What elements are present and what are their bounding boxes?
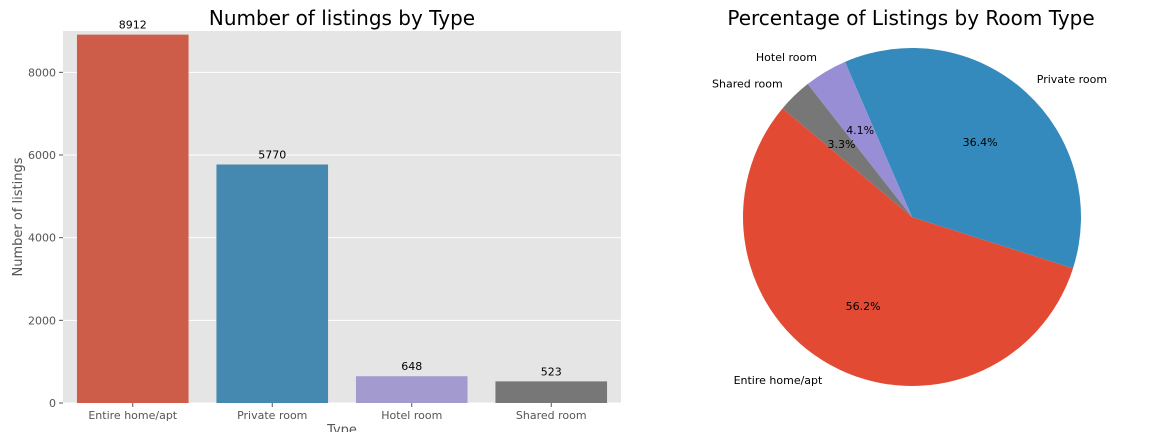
bar-value-label: 8912 (119, 19, 147, 32)
bar-y-tick-label: 0 (49, 397, 56, 410)
bar-x-tick-label: Shared room (516, 409, 587, 422)
pie-labels: Entire home/apt Private room Hotel room Sha… (712, 51, 1107, 387)
pie-category-label: Private room (1037, 73, 1107, 86)
bar-y-tick-label: 8000 (28, 66, 56, 79)
pie-chart: Percentage of Listings by Room Type Enti… (712, 6, 1107, 387)
bar-value-label: 648 (401, 360, 422, 373)
bar-x-axis-label: Type (326, 423, 357, 432)
pie-percent-label: 3.3% (828, 138, 856, 151)
pie-category-label: Hotel room (756, 51, 817, 64)
bar-value-labels: 8912 5770 648 523 (119, 19, 562, 379)
pie-percent-label: 56.2% (846, 300, 881, 313)
pie-slice (782, 84, 912, 217)
bar-y-ticks: 0 2000 4000 6000 8000 (28, 66, 63, 410)
bar (76, 34, 189, 404)
pie-slices (743, 48, 1081, 386)
bar-x-tick-label: Entire home/apt (88, 409, 177, 422)
bar-y-tick-label: 6000 (28, 149, 56, 162)
pie-category-label: Entire home/apt (734, 374, 823, 387)
bar (495, 381, 608, 403)
bar-chart: Number of listings by Type 0 2000 4000 6000… (11, 6, 621, 432)
bar-x-tick-label: Hotel room (381, 409, 442, 422)
bar (216, 164, 329, 403)
bar-series (76, 34, 608, 404)
pie-percent-labels: 56.2% 36.4% 4.1%3.3% (828, 124, 998, 313)
bar-value-label: 5770 (258, 149, 286, 162)
pie-slice (807, 61, 912, 218)
bar-x-ticks: Entire home/apt Private room Hotel room Sha… (88, 403, 587, 422)
bar-y-tick-label: 2000 (28, 314, 56, 327)
bar-value-label: 523 (541, 365, 562, 378)
pie-percent-label: 36.4% (963, 136, 998, 149)
pie-chart-title: Percentage of Listings by Room Type (727, 6, 1094, 30)
bar-y-axis-label: Number of listings (11, 157, 26, 276)
pie-slice (743, 108, 1074, 386)
pie-percent-label: 4.1% (846, 124, 874, 137)
bar (355, 376, 468, 403)
bar-chart-title: Number of listings by Type (209, 6, 475, 30)
bar-x-tick-label: Private room (237, 409, 307, 422)
pie-category-label: Shared room (712, 77, 783, 90)
bar-y-tick-label: 4000 (28, 232, 56, 245)
pie-slice (844, 48, 1081, 269)
